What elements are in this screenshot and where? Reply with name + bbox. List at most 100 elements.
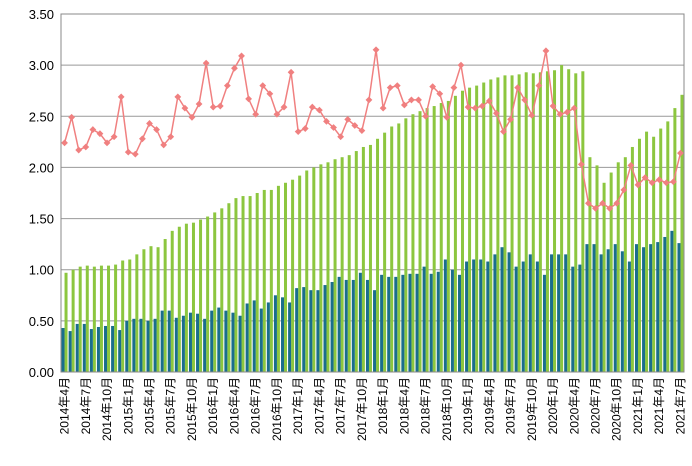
blue-bar: [422, 266, 426, 372]
blue-bar: [457, 274, 461, 372]
green-bar: [191, 222, 195, 372]
line-point: [379, 104, 387, 112]
blue-bar: [627, 261, 631, 372]
blue-bar: [203, 318, 207, 372]
line-point: [323, 118, 330, 125]
blue-bar: [210, 310, 214, 372]
blue-bar: [231, 312, 235, 372]
line-point: [535, 82, 543, 89]
green-bar: [538, 72, 542, 373]
blue-bar: [111, 325, 115, 372]
blue-bar: [288, 302, 292, 372]
line-point: [429, 83, 437, 91]
blue-bar: [380, 274, 384, 372]
blue-bar: [408, 273, 412, 372]
green-bar: [170, 230, 174, 372]
green-bar: [482, 82, 486, 372]
x-tick-label: 2017年7月: [334, 377, 348, 434]
blue-bar: [351, 279, 355, 372]
y-tick-label: 0.50: [29, 314, 54, 329]
line-point: [337, 133, 345, 141]
green-bar-series: [64, 65, 684, 373]
blue-bar: [507, 252, 511, 372]
blue-bar: [472, 259, 476, 372]
green-bar: [276, 185, 280, 372]
line-point: [422, 112, 429, 120]
line-point: [330, 124, 337, 131]
blue-bar: [500, 247, 504, 372]
y-tick-label: 2.50: [29, 109, 54, 124]
green-bar: [637, 138, 641, 372]
x-tick-label: 2018年4月: [397, 377, 411, 434]
x-tick-label: 2020年10月: [610, 377, 624, 441]
line-point: [209, 103, 217, 111]
green-bar: [71, 269, 75, 372]
line-point: [669, 178, 677, 186]
line-point: [528, 111, 536, 119]
line-point: [500, 128, 507, 136]
green-bar: [439, 102, 443, 373]
green-bar: [305, 170, 309, 372]
green-bar: [645, 131, 649, 372]
line-point: [61, 139, 68, 147]
line-point: [351, 122, 359, 129]
blue-bar: [217, 307, 221, 372]
line-point: [124, 148, 132, 156]
line-point: [443, 113, 451, 121]
blue-bar: [224, 310, 228, 372]
line-point: [507, 115, 514, 123]
line-point: [273, 110, 281, 118]
green-bar: [496, 77, 500, 373]
x-tick-label: 2020年4月: [567, 377, 581, 434]
y-tick-label: 3.50: [29, 7, 54, 22]
green-bar: [616, 162, 620, 372]
x-tick-label: 2019年1月: [461, 377, 475, 434]
blue-bar: [252, 300, 256, 372]
x-tick-label: 2016年7月: [249, 377, 263, 434]
line-point: [174, 93, 182, 101]
green-bar: [545, 71, 549, 372]
blue-bar: [358, 272, 362, 372]
green-bar: [425, 108, 429, 372]
blue-bar: [514, 266, 518, 372]
line-point: [478, 102, 486, 110]
blue-bar: [634, 244, 638, 372]
line-point: [153, 126, 160, 133]
blue-bar: [316, 290, 320, 372]
green-bar: [390, 126, 394, 372]
line-point: [655, 176, 663, 184]
blue-bar: [139, 318, 143, 372]
green-bar: [489, 79, 493, 373]
line-point: [167, 133, 175, 141]
blue-bar: [323, 285, 327, 372]
y-tick-label: 2.00: [29, 160, 54, 175]
green-bar: [503, 75, 507, 373]
blue-bar: [550, 254, 554, 372]
line-point: [436, 90, 444, 98]
blue-bar: [564, 254, 568, 372]
blue-bar: [571, 266, 575, 372]
x-tick-label: 2019年7月: [504, 377, 518, 434]
blue-bar: [281, 297, 285, 372]
green-bar: [184, 223, 188, 372]
blue-bar: [365, 279, 369, 372]
line-point: [82, 143, 90, 151]
blue-bar: [387, 276, 391, 372]
blue-bar-series: [61, 230, 681, 372]
line-point: [103, 139, 111, 147]
x-tick-label: 2017年1月: [291, 377, 305, 434]
blue-bar: [493, 254, 497, 372]
line-point: [245, 95, 253, 103]
green-bar: [149, 246, 153, 372]
green-bar: [177, 226, 181, 372]
green-bar: [609, 172, 613, 372]
green-bar: [383, 132, 387, 372]
green-bar: [468, 87, 472, 373]
line-point: [485, 97, 493, 105]
line-point: [457, 61, 465, 69]
blue-bar: [436, 271, 440, 372]
blue-bar: [295, 288, 299, 372]
line-point: [641, 174, 649, 182]
blue-bar: [181, 315, 185, 372]
blue-bar: [96, 326, 100, 372]
